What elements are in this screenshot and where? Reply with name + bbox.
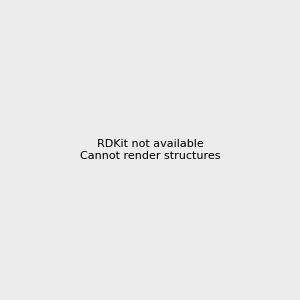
Text: RDKit not available
Cannot render structures: RDKit not available Cannot render struct… (80, 139, 220, 161)
